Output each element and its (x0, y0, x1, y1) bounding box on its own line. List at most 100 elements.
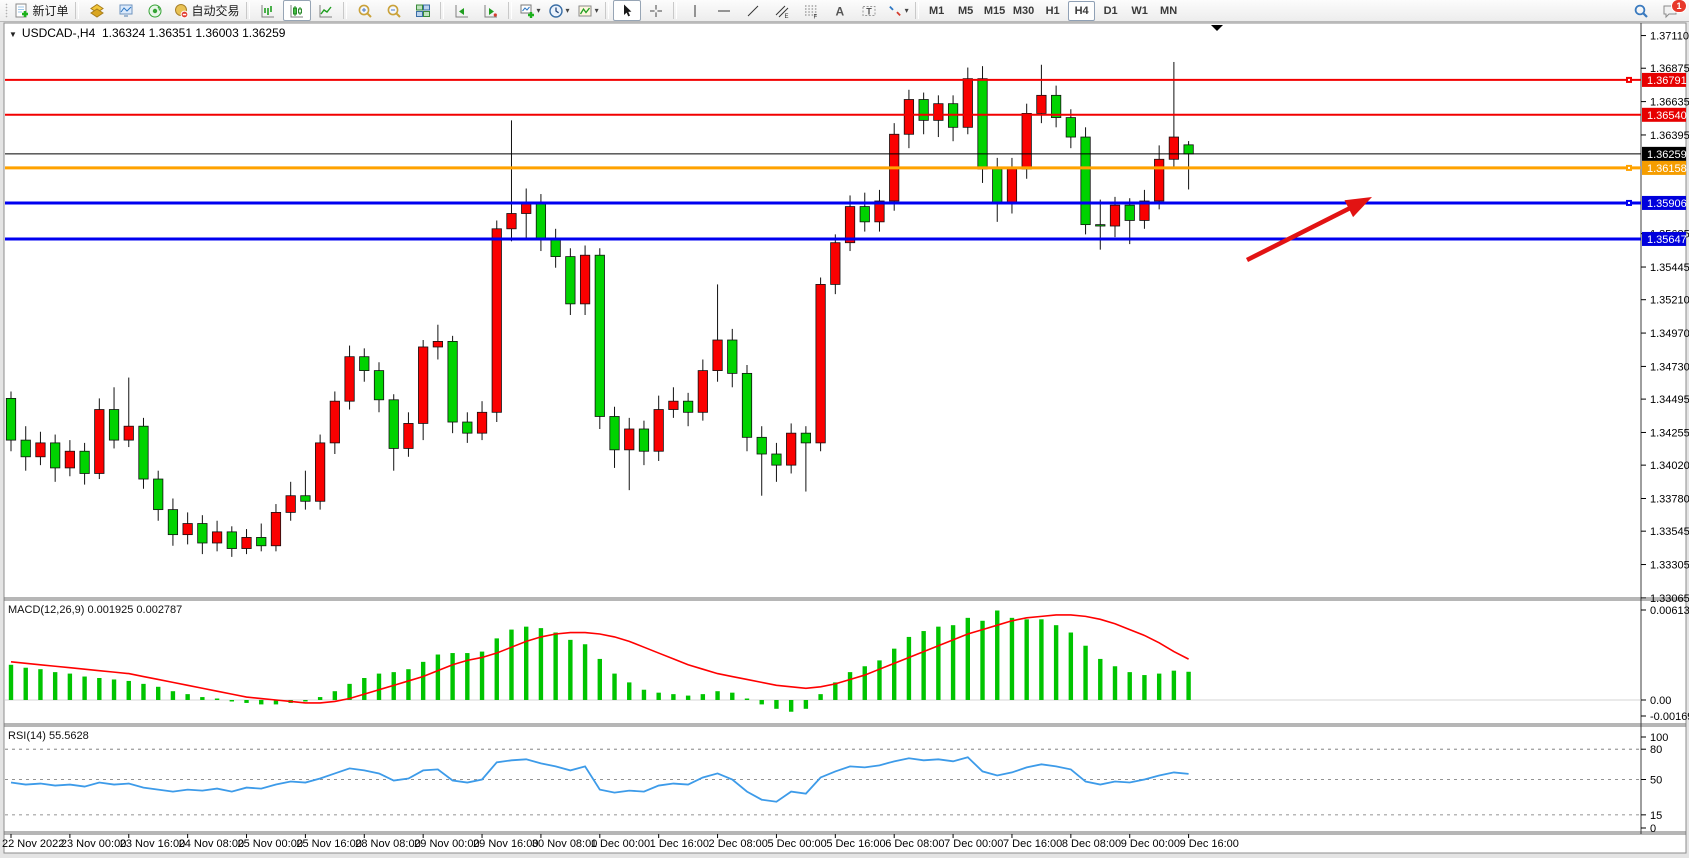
candle-up (403, 423, 414, 449)
vertical-line-button[interactable] (681, 0, 709, 21)
candle-down (756, 436, 767, 455)
zoom-out-button[interactable] (380, 0, 408, 21)
macd-bar (818, 694, 823, 700)
zoom-in-button[interactable] (351, 0, 379, 21)
search-button[interactable] (1627, 1, 1655, 22)
line-chart-button[interactable] (312, 0, 340, 21)
horizontal-line-button[interactable] (710, 0, 738, 21)
bar-chart-button[interactable] (254, 0, 282, 21)
time-axis-label: 30 Nov 08:00 (532, 838, 597, 850)
time-axis-label: 24 Nov 08:00 (179, 838, 244, 850)
timeframe-MN-button[interactable]: MN (1160, 4, 1178, 17)
timeframe-M5-button[interactable]: M5 (957, 4, 974, 17)
macd-bar (671, 694, 676, 700)
price-badge-label: 1.36259 (1647, 149, 1687, 161)
chart-collapse-icon[interactable]: ▼ (9, 30, 17, 39)
data-window-icon (118, 3, 134, 19)
candle-up (521, 203, 532, 214)
macd-bar (524, 626, 529, 700)
macd-bar (568, 639, 573, 700)
dropdown-caret-icon[interactable]: ▾ (536, 6, 541, 15)
macd-bar (641, 689, 647, 700)
macd-bar (435, 654, 441, 700)
candlesticks-button[interactable] (282, 0, 311, 21)
candle-up (653, 409, 664, 452)
new-order-button[interactable]: 新订单 (11, 0, 72, 21)
tile-windows-button[interactable] (409, 0, 437, 21)
macd-bar (921, 631, 926, 700)
candle-down (565, 256, 576, 305)
macd-bar (1024, 619, 1029, 700)
macd-bar (450, 653, 455, 700)
candle-down (1124, 204, 1135, 221)
crosshair-button[interactable] (642, 0, 670, 21)
candle-down (727, 339, 738, 374)
text-button[interactable]: A (826, 0, 854, 21)
market-watch-button[interactable] (83, 0, 111, 21)
navigator-button[interactable] (141, 0, 169, 21)
dropdown-caret-icon[interactable]: ▾ (594, 6, 599, 15)
new-chart-icon (519, 3, 535, 19)
symbol-period-label: USDCAD-,H4 (21, 26, 96, 40)
macd-bar (553, 632, 558, 700)
macd-bar (538, 628, 544, 700)
trend-arrow-head[interactable] (1344, 197, 1372, 218)
channel-button[interactable]: E (768, 0, 796, 21)
text-label-button[interactable]: T (855, 0, 883, 21)
candle-up (962, 78, 973, 128)
trendline-icon (745, 3, 761, 19)
candle-down (550, 239, 561, 258)
candle-down (462, 421, 473, 434)
chart-title: ▼ USDCAD-,H4 1.36324 1.36351 1.36003 1.36… (9, 26, 285, 40)
macd-bar (1098, 658, 1103, 700)
auto-trading-button[interactable]: 自动交易 (170, 0, 243, 21)
timeframe-M15-button[interactable]: M15 (983, 4, 1006, 17)
templates-icon (577, 3, 593, 19)
macd-bar (582, 644, 588, 700)
dropdown-caret-icon[interactable]: ▾ (904, 6, 909, 15)
fibonacci-button[interactable]: F (797, 0, 825, 21)
toolbar-separator (440, 2, 445, 19)
macd-bar (1156, 673, 1162, 700)
macd-bar (1142, 675, 1147, 700)
macd-indicator-label: MACD(12,26,9) 0.001925 0.002787 (8, 604, 183, 616)
svg-text:E: E (784, 14, 788, 19)
templates-button[interactable]: ▾ (574, 0, 602, 21)
arrows-button[interactable]: ▾ (884, 0, 912, 21)
candle-down (373, 370, 385, 401)
trendline-button[interactable] (739, 0, 767, 21)
candle-up (844, 206, 856, 244)
macd-bar (906, 636, 912, 700)
candle-up (903, 99, 915, 135)
new-chart-button[interactable]: ▾ (516, 0, 544, 21)
text-label-icon: T (861, 3, 877, 19)
timeframe-W1-button[interactable]: W1 (1131, 4, 1148, 17)
step-back-button[interactable] (448, 0, 476, 21)
data-window-button[interactable] (112, 0, 140, 21)
timeframe-H4-button[interactable]: H4 (1068, 0, 1096, 21)
candle-up (1036, 94, 1047, 114)
trend-arrow-line[interactable] (1245, 203, 1356, 263)
periods-button[interactable]: ▾ (545, 0, 573, 21)
step-forward-button[interactable] (477, 0, 505, 21)
macd-bar (156, 686, 161, 700)
candle-up (815, 284, 826, 444)
price-tick-label: 1.35210 (1650, 295, 1689, 307)
timeframe-D1-button[interactable]: D1 (1103, 4, 1118, 17)
timeframe-M1-button[interactable]: M1 (928, 4, 945, 17)
candle-down (226, 531, 237, 549)
timeframe-M30-button[interactable]: M30 (1012, 4, 1035, 17)
chart-shift-marker-icon[interactable] (1211, 25, 1223, 31)
candle-up (344, 356, 355, 402)
toolbar-separator (246, 2, 251, 19)
dropdown-caret-icon[interactable]: ▾ (565, 6, 570, 15)
notifications-button[interactable]: 1 (1656, 0, 1687, 22)
timeframe-H1-button[interactable]: H1 (1045, 4, 1060, 17)
candle-down (197, 523, 208, 544)
cursor-button[interactable] (612, 0, 641, 21)
macd-bar (97, 677, 102, 700)
candle-down (20, 439, 31, 458)
macd-axis-label: -0.001692 (1650, 711, 1689, 723)
